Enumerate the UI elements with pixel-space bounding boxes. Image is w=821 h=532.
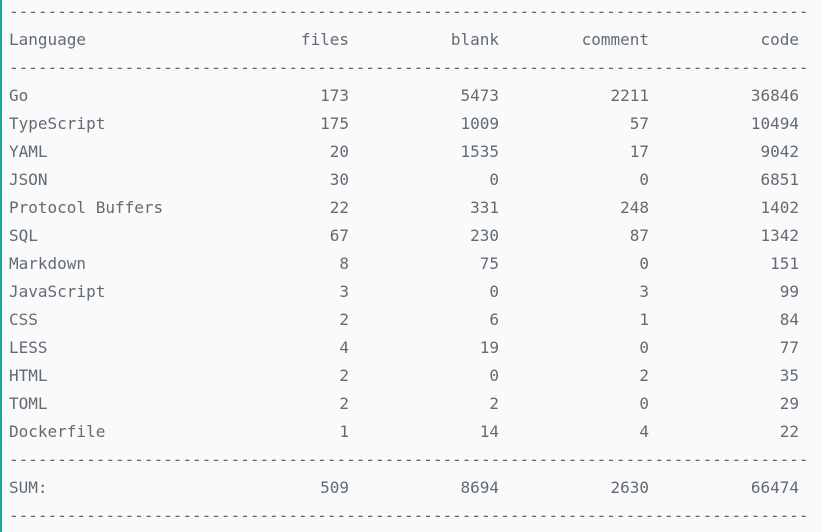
sum-code: 66474 bbox=[750, 478, 799, 497]
row-files: 175 bbox=[320, 114, 349, 133]
separator-rule-top: ----------------------------------------… bbox=[9, 2, 809, 21]
row-blank: 1535 bbox=[460, 142, 499, 161]
row-blank: 14 bbox=[479, 422, 499, 441]
table-header-row: Language files blank comment code bbox=[9, 26, 809, 54]
row-language: JSON bbox=[9, 170, 48, 189]
row-language: SQL bbox=[9, 226, 38, 245]
row-language: LESS bbox=[9, 338, 48, 357]
row-blank: 19 bbox=[479, 338, 499, 357]
row-code: 84 bbox=[779, 310, 799, 329]
row-comment: 2 bbox=[639, 366, 649, 385]
table-row: Dockerfile 1 14 4 22 bbox=[9, 418, 809, 446]
table-row: JSON 30 0 0 6851 bbox=[9, 166, 809, 194]
header-comment: comment bbox=[581, 30, 649, 49]
table-row: Go 173 5473 2211 36846 bbox=[9, 82, 809, 110]
row-blank: 0 bbox=[489, 282, 499, 301]
row-comment: 0 bbox=[639, 394, 649, 413]
table-row: JavaScript 3 0 3 99 bbox=[9, 278, 809, 306]
table-row: HTML 2 0 2 35 bbox=[9, 362, 809, 390]
table-row: SQL 67 230 87 1342 bbox=[9, 222, 809, 250]
row-comment: 57 bbox=[629, 114, 649, 133]
row-files: 20 bbox=[329, 142, 349, 161]
row-code: 1342 bbox=[760, 226, 799, 245]
row-blank: 5473 bbox=[460, 86, 499, 105]
row-language: HTML bbox=[9, 366, 48, 385]
separator-rule-sum: ----------------------------------------… bbox=[9, 450, 809, 469]
row-language: CSS bbox=[9, 310, 38, 329]
table-row: YAML 20 1535 17 9042 bbox=[9, 138, 809, 166]
row-code: 36846 bbox=[750, 86, 799, 105]
row-code: 6851 bbox=[760, 170, 799, 189]
table-row: Markdown 8 75 0 151 bbox=[9, 250, 809, 278]
cloc-output: ----------------------------------------… bbox=[9, 0, 809, 530]
sum-blank: 8694 bbox=[460, 478, 499, 497]
row-comment: 4 bbox=[639, 422, 649, 441]
header-language: Language bbox=[9, 30, 87, 49]
table-row: TOML 2 2 0 29 bbox=[9, 390, 809, 418]
row-blank: 1009 bbox=[460, 114, 499, 133]
row-files: 2 bbox=[339, 310, 349, 329]
row-blank: 230 bbox=[470, 226, 499, 245]
table-row: TypeScript 175 1009 57 10494 bbox=[9, 110, 809, 138]
row-files: 4 bbox=[339, 338, 349, 357]
row-files: 1 bbox=[339, 422, 349, 441]
row-language: Markdown bbox=[9, 254, 87, 273]
separator-rule-bottom: ----------------------------------------… bbox=[9, 506, 809, 525]
row-code: 10494 bbox=[750, 114, 799, 133]
sum-comment: 2630 bbox=[610, 478, 649, 497]
table-row: LESS 4 19 0 77 bbox=[9, 334, 809, 362]
row-code: 1402 bbox=[760, 198, 799, 217]
row-files: 3 bbox=[339, 282, 349, 301]
header-code: code bbox=[760, 30, 799, 49]
language-rows: Go 173 5473 2211 36846 TypeScript 175 10… bbox=[9, 82, 809, 446]
row-comment: 87 bbox=[629, 226, 649, 245]
row-comment: 3 bbox=[639, 282, 649, 301]
row-blank: 2 bbox=[489, 394, 499, 413]
sum-label: SUM: bbox=[9, 478, 48, 497]
row-blank: 0 bbox=[489, 170, 499, 189]
row-code: 151 bbox=[770, 254, 799, 273]
row-comment: 2211 bbox=[610, 86, 649, 105]
row-code: 35 bbox=[779, 366, 799, 385]
row-files: 22 bbox=[329, 198, 349, 217]
row-language: TOML bbox=[9, 394, 48, 413]
row-comment: 0 bbox=[639, 254, 649, 273]
row-comment: 1 bbox=[639, 310, 649, 329]
row-files: 2 bbox=[339, 394, 349, 413]
row-code: 22 bbox=[779, 422, 799, 441]
row-blank: 6 bbox=[489, 310, 499, 329]
row-comment: 248 bbox=[620, 198, 649, 217]
separator-rule-header: ----------------------------------------… bbox=[9, 58, 809, 77]
header-files: files bbox=[300, 30, 349, 49]
row-files: 8 bbox=[339, 254, 349, 273]
sum-files: 509 bbox=[320, 478, 349, 497]
row-blank: 331 bbox=[470, 198, 499, 217]
row-files: 173 bbox=[320, 86, 349, 105]
row-language: JavaScript bbox=[9, 282, 106, 301]
row-code: 9042 bbox=[760, 142, 799, 161]
row-comment: 0 bbox=[639, 338, 649, 357]
row-comment: 17 bbox=[629, 142, 649, 161]
row-blank: 0 bbox=[489, 366, 499, 385]
sum-row: SUM: 509 8694 2630 66474 bbox=[9, 474, 809, 502]
table-row: CSS 2 6 1 84 bbox=[9, 306, 809, 334]
row-language: TypeScript bbox=[9, 114, 106, 133]
row-code: 29 bbox=[779, 394, 799, 413]
row-files: 2 bbox=[339, 366, 349, 385]
row-code: 77 bbox=[779, 338, 799, 357]
header-blank: blank bbox=[450, 30, 499, 49]
row-language: Go bbox=[9, 86, 29, 105]
row-language: YAML bbox=[9, 142, 48, 161]
table-row: Protocol Buffers 22 331 248 1402 bbox=[9, 194, 809, 222]
row-blank: 75 bbox=[479, 254, 499, 273]
row-files: 30 bbox=[329, 170, 349, 189]
row-code: 99 bbox=[779, 282, 799, 301]
row-files: 67 bbox=[329, 226, 349, 245]
row-comment: 0 bbox=[639, 170, 649, 189]
row-language: Dockerfile bbox=[9, 422, 106, 441]
row-language: Protocol Buffers bbox=[9, 198, 164, 217]
terminal-left-accent-bar bbox=[0, 0, 2, 532]
